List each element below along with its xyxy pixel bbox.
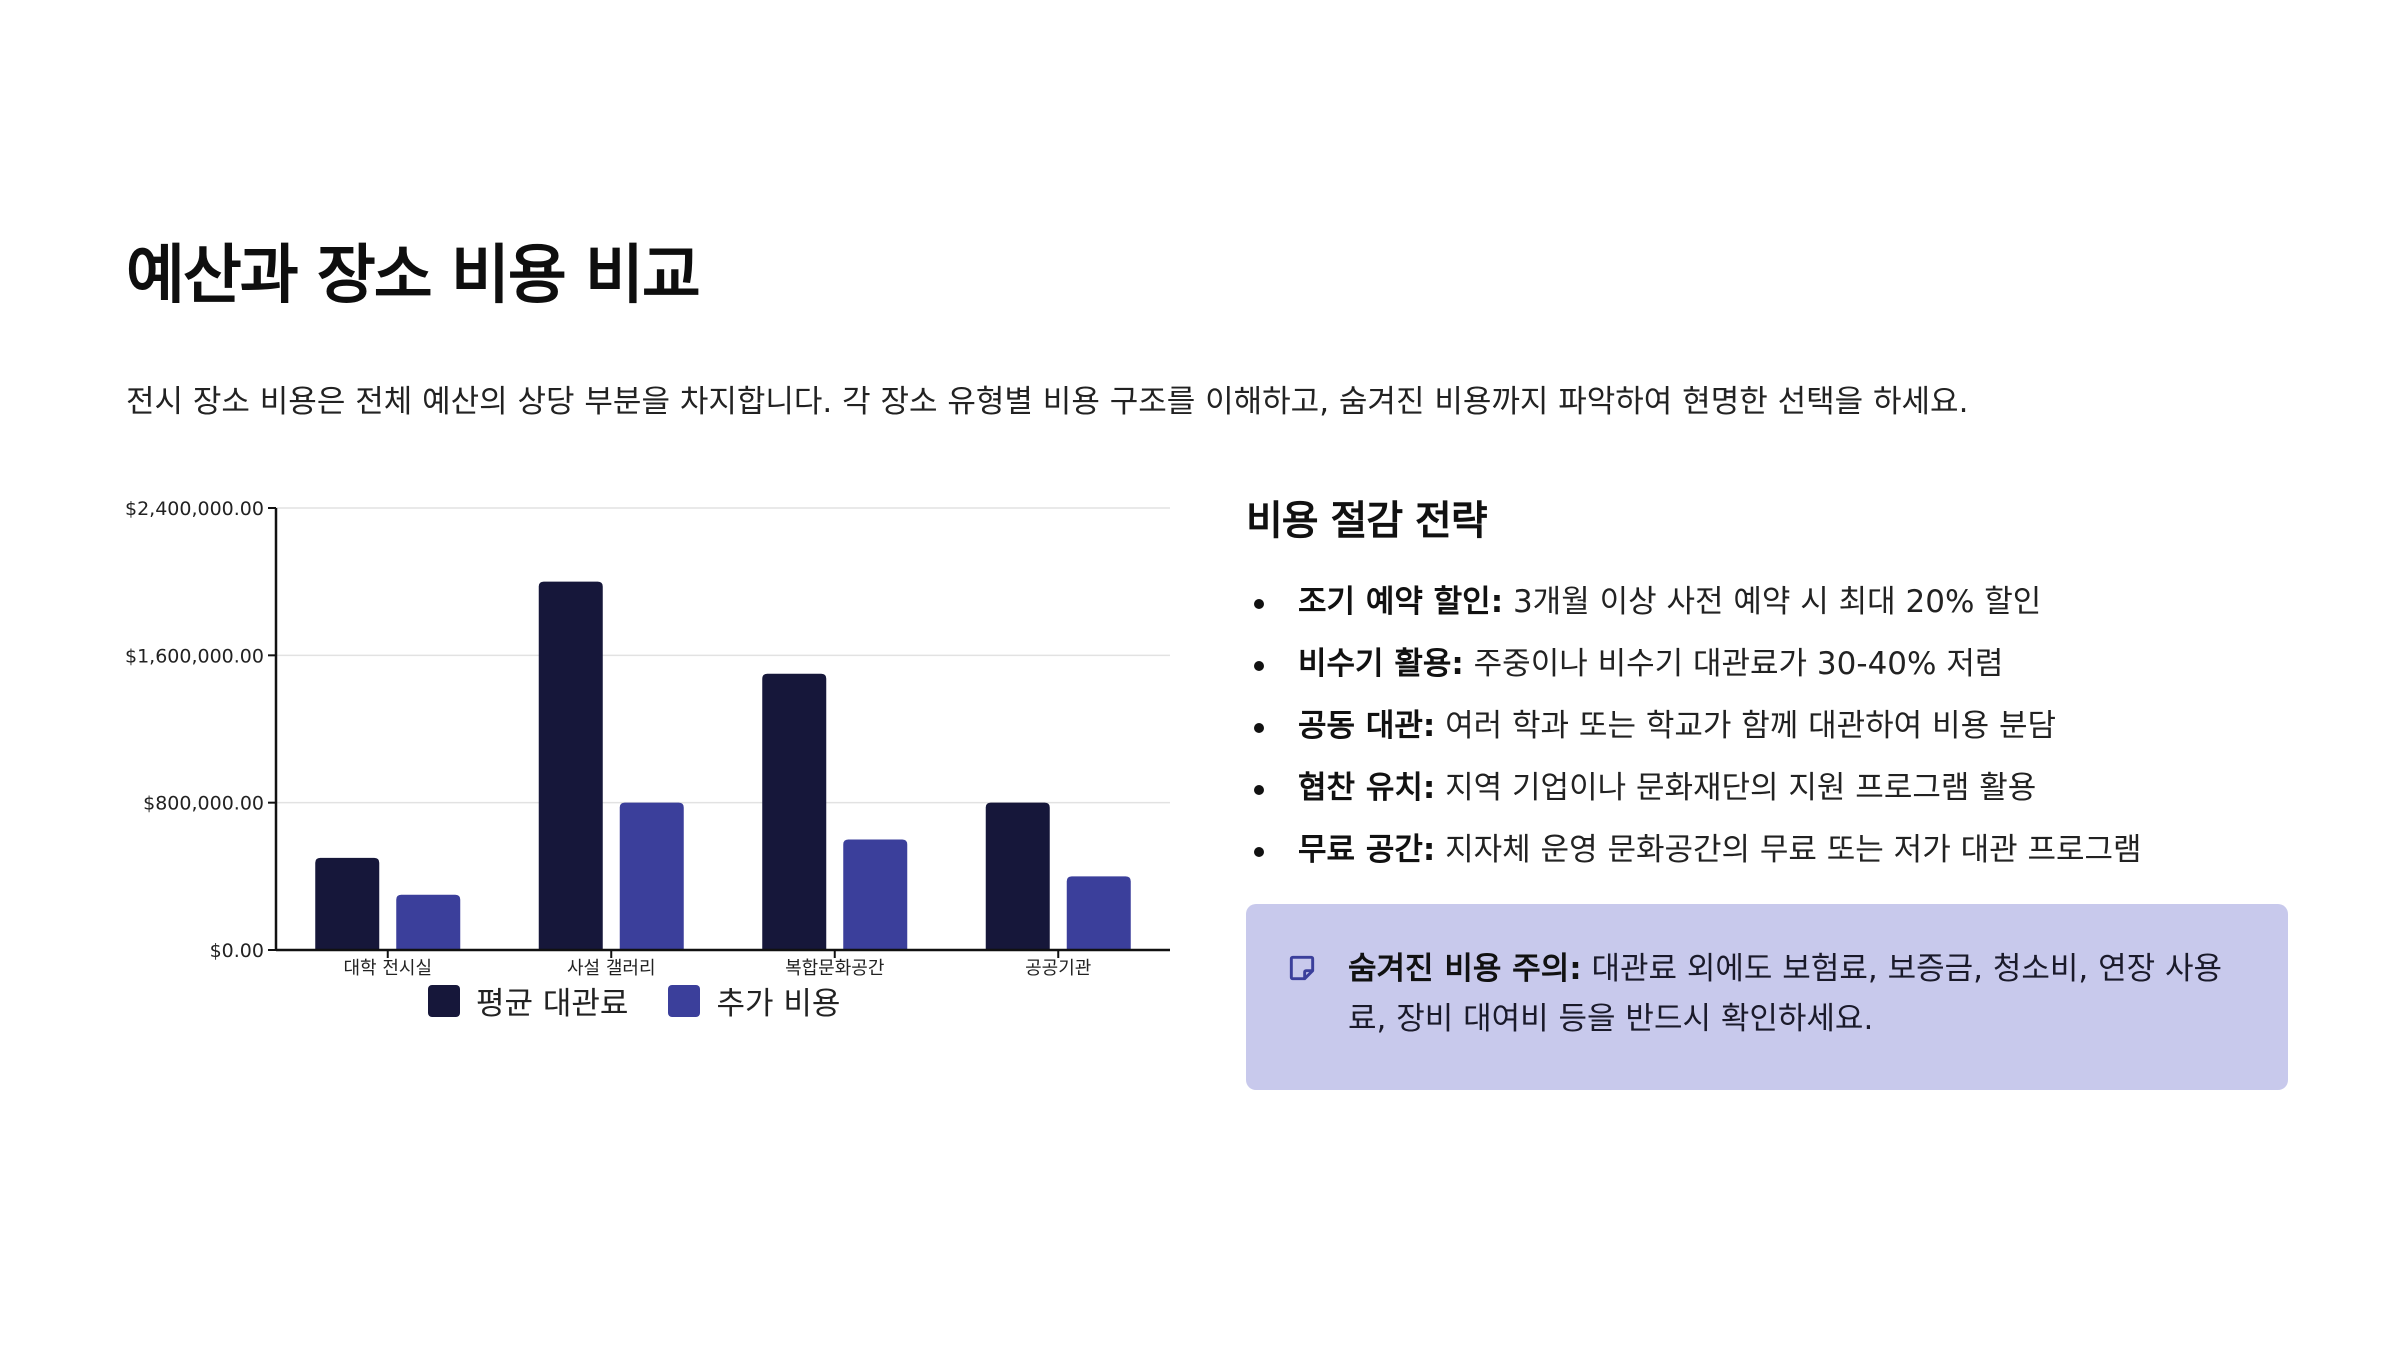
list-item: 협찬 유치: 지역 기업이나 문화재단의 지원 프로그램 활용 <box>1246 768 2296 808</box>
strategy-item-label: 조기 예약 할인: <box>1298 584 1504 620</box>
bar <box>396 894 461 950</box>
strategy-item-label: 비수기 활용: <box>1298 646 1464 682</box>
list-item: 공동 대관: 여러 학과 또는 학교가 함께 대관하여 비용 분담 <box>1246 706 2296 746</box>
legend-item-avg-rental: 평균 대관료 <box>428 978 628 1023</box>
bullet-dot-icon <box>1254 661 1264 671</box>
bullet-dot-icon <box>1254 599 1264 609</box>
x-tick-label: 복합문화공간 <box>785 958 884 979</box>
bar <box>619 802 684 950</box>
x-tick-label: 공공기관 <box>1025 958 1091 979</box>
strategy-item-label: 무료 공간: <box>1298 832 1436 868</box>
hidden-cost-note: 숨겨진 비용 주의: 대관료 외에도 보험료, 보증금, 청소비, 연장 사용료… <box>1246 904 2288 1090</box>
chart-legend: 평균 대관료 추가 비용 <box>428 978 840 1023</box>
bullet-dot-icon <box>1254 847 1264 857</box>
cost-bar-chart: $0.00 $800,000.00 $1,600,000.00 $2,400,000.… <box>120 480 1190 1040</box>
cost-saving-strategy: 비용 절감 전략 조기 예약 할인: 3개월 이상 사전 예약 시 최대 20%… <box>1246 488 2296 892</box>
list-item: 무료 공간: 지자체 운영 문화공간의 무료 또는 저가 대관 프로그램 <box>1246 830 2296 870</box>
note-text: 대관료 외에도 보험료, 보증금, 청소비, 연장 사용료, 장비 대여비 등을… <box>1348 951 2223 1037</box>
strategy-heading: 비용 절감 전략 <box>1246 498 1488 544</box>
bar <box>538 581 603 950</box>
y-tick-label: $800,000.00 <box>143 793 264 815</box>
x-tick-label: 대학 전시실 <box>343 958 432 979</box>
list-item: 조기 예약 할인: 3개월 이상 사전 예약 시 최대 20% 할인 <box>1246 582 2296 622</box>
bullet-dot-icon <box>1254 785 1264 795</box>
strategy-item-text: 지자체 운영 문화공간의 무료 또는 저가 대관 프로그램 <box>1435 832 2142 868</box>
strategy-item-text: 3개월 이상 사전 예약 시 최대 20% 할인 <box>1503 584 2042 620</box>
y-tick-label: $1,600,000.00 <box>125 645 264 667</box>
note-label: 숨겨진 비용 주의: <box>1348 951 1582 987</box>
y-tick-label: $0.00 <box>210 940 264 962</box>
bullet-dot-icon <box>1254 723 1264 733</box>
bar <box>762 673 827 950</box>
strategy-item-text: 지역 기업이나 문화재단의 지원 프로그램 활용 <box>1435 770 2037 806</box>
legend-item-extra-cost: 추가 비용 <box>668 978 840 1023</box>
x-tick-label: 사설 갤러리 <box>567 958 656 979</box>
strategy-item-label: 협찬 유치: <box>1298 770 1436 806</box>
chart-svg: $0.00 $800,000.00 $1,600,000.00 $2,400,000.… <box>125 498 1170 979</box>
legend-label-avg-rental: 평균 대관료 <box>476 986 629 1022</box>
bar <box>315 857 380 950</box>
legend-swatch-extra-cost <box>668 984 701 1017</box>
list-item: 비수기 활용: 주중이나 비수기 대관료가 30-40% 저렴 <box>1246 644 2296 684</box>
bar <box>985 802 1050 950</box>
legend-label-extra-cost: 추가 비용 <box>716 986 841 1022</box>
page-subtitle: 전시 장소 비용은 전체 예산의 상당 부분을 차지합니다. 각 장소 유형별 … <box>126 384 1969 420</box>
y-tick-label: $2,400,000.00 <box>125 498 264 520</box>
strategy-list: 조기 예약 할인: 3개월 이상 사전 예약 시 최대 20% 할인 비수기 활… <box>1246 582 2296 870</box>
legend-swatch-avg-rental <box>428 984 460 1017</box>
strategy-item-text: 주중이나 비수기 대관료가 30-40% 저렴 <box>1463 646 2004 682</box>
sticky-note-icon <box>1289 955 1315 981</box>
bar <box>1066 876 1131 950</box>
strategy-item-text: 여러 학과 또는 학교가 함께 대관하여 비용 분담 <box>1435 708 2056 744</box>
bar <box>843 839 908 950</box>
strategy-item-label: 공동 대관: <box>1298 708 1436 744</box>
page-title: 예산과 장소 비용 비교 <box>126 239 701 313</box>
